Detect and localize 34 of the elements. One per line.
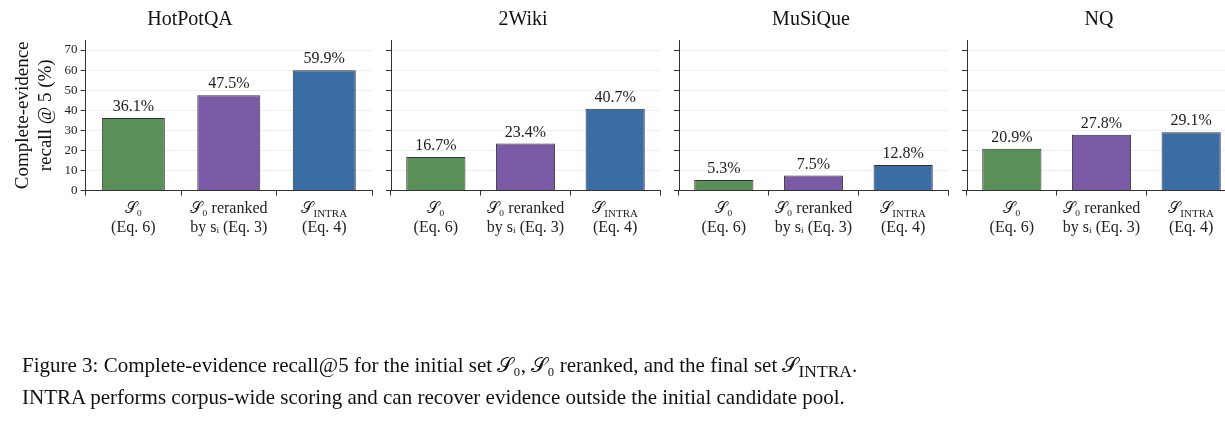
- data-label: 47.5%: [208, 74, 250, 92]
- y-tick-label: 0: [71, 182, 78, 198]
- x-tick-label: 𝒮₀ (Eq. 6): [989, 198, 1035, 236]
- data-label: 59.9%: [303, 49, 345, 67]
- chart-title: 2Wiki: [498, 7, 549, 30]
- data-label: 16.7%: [415, 136, 457, 154]
- y-tick-label: 70: [64, 41, 78, 57]
- chart-title: MuSiQue: [772, 7, 851, 30]
- chart-title: NQ: [1084, 7, 1114, 30]
- x-tick-label: 𝒮₀ (Eq. 6): [111, 198, 156, 236]
- x-tick-label: 𝒮₀ reranked by sᵢ (Eq. 3): [190, 198, 268, 236]
- x-tick-label: 𝒮₀ (Eq. 6): [701, 198, 747, 236]
- y-axis-title: Complete-evidence recall @ 5 (%): [11, 41, 57, 190]
- data-label: 23.4%: [504, 122, 547, 140]
- data-label: 12.8%: [882, 143, 924, 161]
- data-label: 40.7%: [594, 87, 636, 105]
- x-tick-label: 𝒮₀ reranked by sᵢ (Eq. 3): [1062, 198, 1141, 236]
- data-label: 29.1%: [1170, 111, 1212, 129]
- data-label: 27.8%: [1080, 113, 1123, 131]
- y-tick-label: 10: [64, 161, 78, 177]
- x-tick-label: 𝒮₀ (Eq. 6): [413, 198, 459, 236]
- caption: Figure 3: Complete-evidence recall@5 for the initial set 𝒮₀, 𝒮₀ reranked, and the final set 𝒮$_{INTRA}$. INTRA performs corpus-wide scoring and can recover evidence outside the initial candidate pool.: [22, 352, 859, 411]
- y-tick-label: 20: [64, 141, 78, 157]
- x-tick-label: 𝒮₀ reranked by sᵢ (Eq. 3): [774, 198, 853, 236]
- data-label: 20.9%: [991, 127, 1033, 145]
- data-label: 36.1%: [112, 97, 154, 115]
- data-label: 5.3%: [707, 158, 741, 176]
- y-tick-label: 30: [64, 121, 78, 137]
- y-tick-label: 50: [64, 81, 78, 97]
- y-tick-label: 60: [64, 61, 78, 77]
- y-tick-label: 40: [64, 101, 78, 117]
- x-tick-label: 𝒮₀ reranked by sᵢ (Eq. 3): [486, 198, 565, 236]
- data-label: 7.5%: [796, 154, 831, 172]
- chart-title: HotPotQA: [147, 7, 234, 30]
